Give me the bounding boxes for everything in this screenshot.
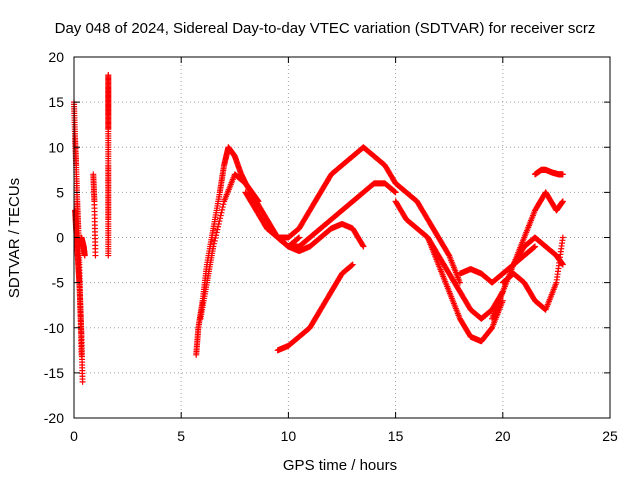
series-arc-g <box>274 180 399 250</box>
y-tick-label: -5 <box>52 275 65 291</box>
data-point <box>392 189 399 196</box>
data-point <box>559 198 566 205</box>
y-tick-label: 20 <box>48 49 64 65</box>
series-arc-a2 <box>72 207 86 385</box>
data-point <box>215 223 222 230</box>
data-point <box>360 243 367 250</box>
series-arc-j <box>371 153 463 286</box>
data-point <box>210 243 217 250</box>
data-point <box>217 212 224 219</box>
x-tick-label: 5 <box>177 428 185 444</box>
data-point <box>531 243 538 250</box>
series-arc-d <box>193 144 262 358</box>
chart-title: Day 048 of 2024, Sidereal Day-to-day VTE… <box>55 20 596 37</box>
data-point <box>219 204 226 211</box>
x-tick-label: 0 <box>70 428 78 444</box>
data-point <box>105 252 112 259</box>
series-arc-m <box>456 243 538 286</box>
data-point <box>211 240 218 247</box>
data-point <box>559 234 566 241</box>
x-tick-label: 25 <box>602 428 618 444</box>
data-point <box>349 261 356 268</box>
series-arc-q <box>531 166 566 178</box>
data-point <box>92 252 99 259</box>
series-arc-p <box>510 189 566 268</box>
data-point <box>559 261 566 268</box>
grid <box>74 57 610 418</box>
data-point <box>217 215 224 222</box>
series-arc-c <box>105 72 112 259</box>
data-point <box>296 234 303 241</box>
data-point <box>445 251 452 258</box>
y-tick-label: -10 <box>44 320 64 336</box>
series-arc-f <box>242 144 378 241</box>
x-tick-label: 20 <box>495 428 511 444</box>
data-point <box>359 242 366 249</box>
data-point <box>456 279 463 286</box>
series-arc-h <box>274 261 356 354</box>
x-tick-label: 10 <box>281 428 297 444</box>
y-tick-label: 10 <box>48 139 64 155</box>
y-axis-label: SDTVAR / TECUs <box>6 178 23 298</box>
y-tick-label: 0 <box>56 230 64 246</box>
data-point <box>216 218 223 225</box>
y-tick-label: 5 <box>56 184 64 200</box>
data-point <box>559 171 566 178</box>
data-point <box>211 237 218 244</box>
x-tick-label: 15 <box>388 428 404 444</box>
series-arc-o <box>499 234 566 313</box>
y-tick-label: -15 <box>44 365 64 381</box>
data-point <box>218 209 225 216</box>
data-point <box>213 232 220 239</box>
data-point <box>213 229 220 236</box>
y-tick-label: 15 <box>48 94 64 110</box>
series-arc-a3 <box>74 234 88 259</box>
x-axis-label: GPS time / hours <box>283 457 397 474</box>
data-point <box>79 378 86 385</box>
y-tick-label: -20 <box>44 410 64 426</box>
axis-ticks: 0 5 10 15 20 25 -20 -15 -10 -5 0 5 10 15 20 <box>44 49 618 444</box>
series-arc-i <box>285 220 367 255</box>
data-point <box>219 206 226 213</box>
series-arc-b <box>90 171 99 259</box>
series-arc-l <box>424 234 506 345</box>
data-point <box>81 252 88 259</box>
data-points <box>71 72 566 385</box>
data-point <box>215 220 222 227</box>
data-point <box>214 226 221 233</box>
data-point <box>212 235 219 242</box>
data-point <box>220 201 227 208</box>
